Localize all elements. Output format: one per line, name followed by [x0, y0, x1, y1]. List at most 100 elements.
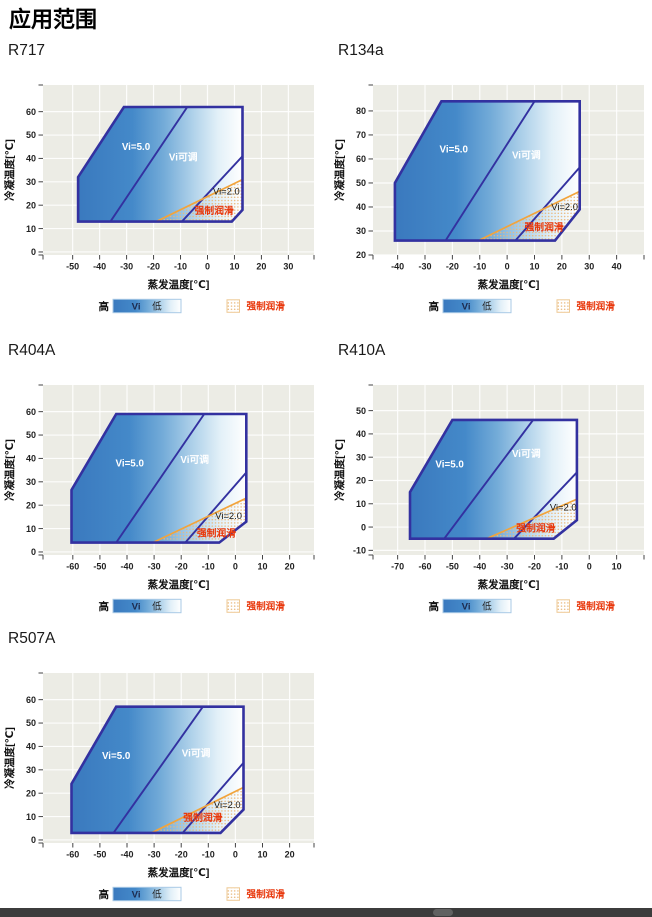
vi5-boundary-line	[115, 413, 206, 544]
axes: -60 -50 -40 -30 -20 -10 0 10 20 0 10 20 30 40 50 60 蒸发温度…	[3, 384, 315, 591]
forced-lube-line	[155, 178, 243, 223]
svg-text:-20: -20	[175, 850, 188, 860]
chart-block-R134a: R134a Vi=5.0 Vi可调 Vi=2.0 强制润滑 -40 -30 -20 -10 0 10…	[330, 40, 652, 325]
svg-text:-60: -60	[66, 850, 79, 860]
svg-text:-60: -60	[419, 562, 432, 572]
legend-low-label: 低	[482, 601, 492, 613]
svg-text:0: 0	[31, 547, 36, 557]
region-label: 强制润滑	[195, 204, 234, 217]
svg-text:50: 50	[26, 718, 36, 728]
region-label: 强制润滑	[197, 526, 236, 539]
svg-text:30: 30	[26, 177, 36, 187]
svg-text:-40: -40	[121, 850, 134, 860]
forced-lube-swatch	[557, 600, 569, 612]
svg-text:0: 0	[31, 247, 36, 257]
svg-text:50: 50	[26, 430, 36, 440]
svg-text:40: 40	[26, 454, 36, 464]
svg-text:-70: -70	[391, 562, 404, 572]
chart-title-R507A: R507A	[8, 630, 56, 647]
svg-text:-30: -30	[148, 850, 161, 860]
scrollbar-thumb[interactable]	[433, 909, 453, 916]
chart-legend: 高 Vi 低 强制润滑	[99, 886, 285, 902]
y-axis-title: 冷凝温度[℃]	[333, 139, 346, 201]
region-label: Vi=2.0	[215, 510, 242, 521]
legend-forced-lube-label: 强制润滑	[247, 301, 286, 313]
chart-legend: 高 Vi 低 强制润滑	[99, 298, 286, 314]
chart-legend: 高 Vi 低 强制润滑	[429, 298, 616, 314]
vi20-boundary-line	[181, 762, 245, 834]
svg-text:20: 20	[26, 200, 36, 210]
region-label: Vi可调	[512, 447, 541, 460]
forced-lube-line	[486, 498, 578, 540]
svg-text:-50: -50	[93, 562, 106, 572]
svg-text:20: 20	[26, 500, 36, 510]
vi-gradient-bar	[112, 298, 182, 314]
svg-text:-10: -10	[473, 262, 486, 272]
chart-block-R410A: R410A Vi=5.0 Vi可调 Vi=2.0 强制润滑 -70 -60 -50 -40 -30…	[330, 340, 652, 625]
chart-block-R404A: R404A Vi=5.0 Vi可调 Vi=2.0 强制润滑 -60 -50 -40 -30 -20…	[0, 340, 322, 625]
vi-gradient-bar	[442, 298, 512, 314]
svg-text:10: 10	[612, 562, 622, 572]
legend-forced-lube-label: 强制润滑	[577, 601, 616, 613]
svg-text:0: 0	[233, 562, 238, 572]
vi-gradient-bar	[442, 598, 512, 614]
svg-text:20: 20	[256, 262, 266, 272]
svg-text:-30: -30	[419, 262, 432, 272]
region-label: Vi=5.0	[435, 459, 464, 470]
svg-text:0: 0	[233, 850, 238, 860]
region-label: 强制润滑	[183, 811, 222, 824]
chart-block-R507A: R507A Vi=5.0 Vi可调 Vi=2.0 强制润滑 -60 -50 -40 -30 -20…	[0, 628, 322, 913]
forced-lube-line	[152, 497, 247, 544]
region-label: 强制润滑	[516, 521, 555, 534]
svg-text:30: 30	[584, 262, 594, 272]
vi20-boundary-line	[513, 471, 578, 540]
legend-low-label: 低	[152, 301, 162, 313]
region-label: Vi=5.0	[102, 751, 131, 762]
chart-plot-R717: Vi=5.0 Vi可调 Vi=2.0 强制润滑 -50 -40 -30 -20 -10 0 10 20…	[3, 84, 315, 314]
horizontal-scrollbar[interactable]	[0, 908, 652, 917]
x-axis-title: 蒸发温度[℃]	[478, 578, 540, 591]
operating-envelope	[76, 105, 244, 223]
x-axis-title: 蒸发温度[℃]	[478, 278, 540, 291]
region-label: Vi=2.0	[214, 799, 241, 810]
svg-text:50: 50	[356, 406, 366, 416]
region-label: Vi可调	[182, 747, 211, 760]
vi5-boundary-line	[444, 100, 536, 242]
svg-text:60: 60	[26, 107, 36, 117]
svg-text:-60: -60	[66, 562, 79, 572]
svg-text:-40: -40	[121, 562, 134, 572]
svg-text:10: 10	[229, 262, 239, 272]
svg-text:60: 60	[26, 407, 36, 417]
svg-text:-40: -40	[473, 562, 486, 572]
operating-envelope	[393, 99, 581, 242]
svg-text:20: 20	[26, 788, 36, 798]
vi-gradient-bar	[112, 886, 182, 902]
region-label: Vi=2.0	[551, 201, 578, 212]
svg-text:10: 10	[26, 224, 36, 234]
svg-text:40: 40	[26, 154, 36, 164]
chart-title-R410A: R410A	[338, 342, 386, 359]
svg-text:10: 10	[26, 524, 36, 534]
svg-text:-40: -40	[93, 262, 106, 272]
legend-high-label: 高	[429, 600, 440, 613]
svg-text:-40: -40	[391, 262, 404, 272]
svg-text:-50: -50	[446, 562, 459, 572]
chart-legend: 高 Vi 低 强制润滑	[429, 598, 616, 614]
svg-text:30: 30	[26, 765, 36, 775]
legend-vi-label: Vi	[132, 602, 141, 613]
legend-vi-label: Vi	[132, 890, 141, 901]
svg-text:-30: -30	[120, 262, 133, 272]
svg-text:-20: -20	[147, 262, 160, 272]
legend-high-label: 高	[99, 600, 110, 613]
svg-text:30: 30	[26, 477, 36, 487]
svg-text:0: 0	[587, 562, 592, 572]
svg-text:20: 20	[557, 262, 567, 272]
axes: -40 -30 -20 -10 0 10 20 30 40 20 30 40 50 60 70 80 蒸发温度[…	[333, 84, 645, 291]
svg-text:10: 10	[258, 562, 268, 572]
forced-lube-line	[151, 786, 244, 834]
legend-forced-lube-label: 强制润滑	[577, 301, 616, 313]
chart-plot-R134a: Vi=5.0 Vi可调 Vi=2.0 强制润滑 -40 -30 -20 -10 0 10 20 30 4…	[333, 84, 645, 314]
svg-text:30: 30	[283, 262, 293, 272]
